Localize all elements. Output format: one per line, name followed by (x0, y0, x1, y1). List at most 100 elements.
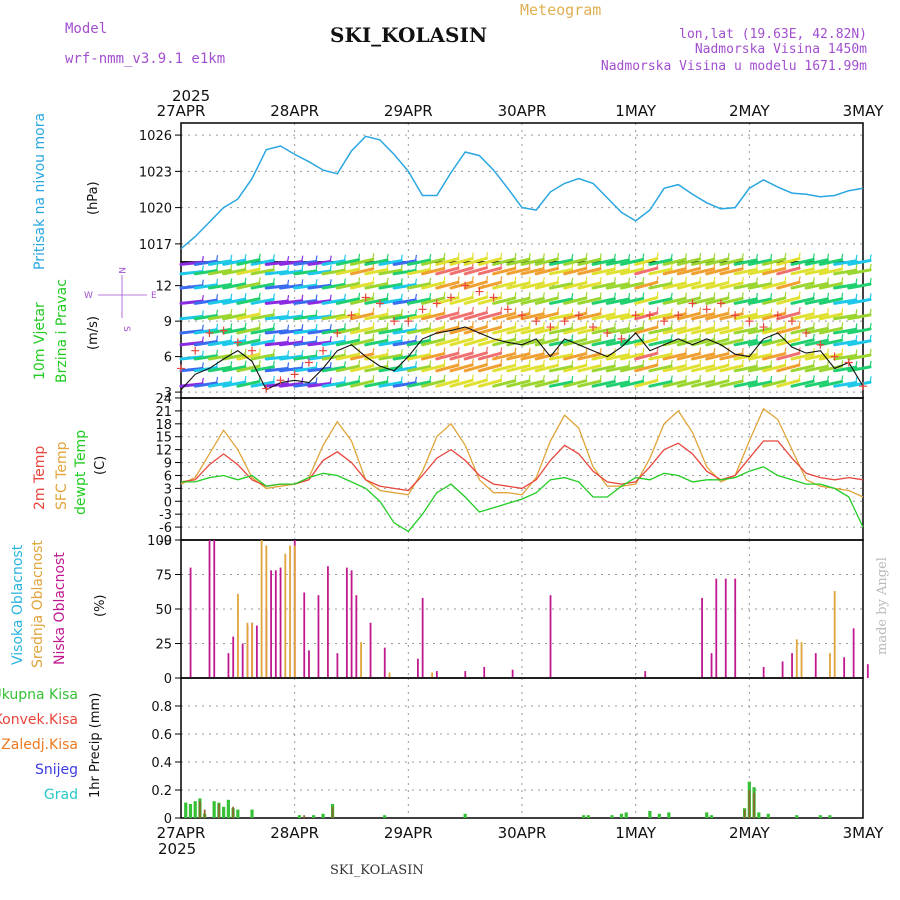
wind-barb (762, 296, 787, 305)
wind-barb (762, 363, 787, 373)
wind-barb (307, 366, 332, 373)
wind-barb-flag (656, 252, 659, 259)
wind-barb (193, 366, 219, 373)
wind-barb-flag (372, 276, 375, 284)
cloud-low-bar (255, 625, 258, 678)
cloud-low-bar (355, 595, 358, 678)
wind-barb-flag (244, 360, 247, 367)
wind-barb (534, 281, 560, 290)
wind-barb (477, 351, 503, 361)
precip-label-conv: Konvek.Kisa (0, 712, 78, 728)
wind-barb (591, 258, 616, 266)
wind-barb (847, 268, 872, 276)
wind-barb (847, 258, 872, 266)
wind-barb (733, 258, 758, 266)
cloud-tick-label: 100 (147, 534, 172, 549)
top-day-label: 29APR (384, 102, 433, 120)
wind-barb-flag (755, 360, 759, 367)
wind-barb (833, 339, 858, 347)
wind-barb (293, 354, 318, 361)
wind-barb (236, 338, 261, 347)
wind-barb-flag (429, 254, 432, 261)
wind-barb-flag (826, 263, 830, 270)
wind-barb-flag (286, 350, 290, 357)
wind-barb (307, 314, 332, 321)
wind-barb (634, 296, 659, 305)
wind-barb-flag (855, 361, 858, 368)
wind-barb (733, 380, 758, 388)
wind-barb (619, 364, 645, 373)
wind-barb-flag (500, 252, 503, 259)
wind-barb (563, 281, 588, 290)
gust-marker (802, 328, 811, 337)
wind-barb (691, 267, 716, 276)
precip-total-bar (667, 812, 671, 818)
wind-barb (435, 266, 460, 276)
wind-barb (534, 363, 560, 373)
wind-barb-flag (798, 374, 801, 381)
cloud-tick-label: 75 (155, 569, 172, 584)
wind-barb (236, 352, 261, 361)
wind-barb-flag (301, 309, 304, 317)
wind-barb-flag (471, 374, 474, 381)
wind-barb-flag (429, 322, 432, 329)
wind-barb-flag (528, 359, 531, 366)
wind-barb-flag (514, 333, 517, 340)
precip-tick-label: 0.6 (151, 728, 172, 743)
wind-barb (563, 311, 588, 321)
wind-barb (406, 297, 432, 305)
bottom-day-label: 1MAY (615, 824, 657, 842)
wind-barb (321, 353, 346, 361)
wind-barb (648, 326, 673, 335)
wind-barb-flag (358, 360, 361, 367)
wind-barb-flag (244, 254, 247, 261)
wind-barb-flag (627, 322, 631, 329)
cloud-low-bar (241, 643, 244, 678)
wind-barb (463, 351, 488, 361)
wind-barb (222, 258, 247, 266)
wind-barb (520, 379, 545, 388)
product-title: Meteogram (520, 1, 601, 19)
wind-barb (207, 339, 233, 347)
wind-barb (719, 281, 744, 290)
wind-barb-flag (500, 374, 503, 381)
wind-barb-flag (542, 307, 545, 314)
wind-barb (719, 379, 744, 388)
wind-barb-flag (443, 333, 446, 340)
wind-barb (762, 281, 787, 290)
wind-barb-flag (201, 350, 204, 357)
wind-barb (463, 280, 488, 290)
wind-barb-flag (414, 361, 418, 368)
wind-barb-flag (542, 253, 545, 260)
wind-barb-flag (656, 306, 659, 314)
wind-barb-flag (215, 376, 219, 384)
wind-barb-flag (272, 322, 275, 330)
bottom-day-labels: 27APR 28APR 29APR 30APR 1MAY 2MAY 3MAY (157, 824, 885, 842)
wind-barb-flag (684, 333, 687, 340)
wind-barb-flag (770, 322, 773, 329)
precip-frame (180, 677, 864, 819)
wind-barb (421, 379, 446, 388)
gust-marker (589, 323, 598, 332)
wind-barb (818, 297, 844, 305)
wind-barb-flag (244, 375, 247, 383)
wind-barb (520, 257, 545, 266)
wind-barb-flag (670, 360, 673, 367)
wind-barb (321, 313, 346, 321)
wind-barb-flag (826, 322, 830, 329)
wind-barb-flag (500, 306, 503, 314)
precip-tick-label: 0.4 (151, 756, 172, 771)
cloud-low-bar (336, 653, 339, 678)
wind-barb (776, 280, 801, 290)
pressure-panel: Pritisak na nivou mora (hPa) 1017 1020 102… (32, 113, 864, 270)
wind-barb (435, 311, 460, 321)
wind-barb-flag (215, 264, 219, 271)
wind-barb-flag (627, 308, 631, 315)
cloud-mid-bar (293, 545, 296, 678)
wind-barb (477, 257, 503, 266)
wind-barb-flag (528, 347, 531, 354)
wind-barb (705, 281, 730, 290)
wind-tick-label: 9 (164, 315, 172, 330)
wind-barb-flag (869, 263, 872, 271)
wind-barb (307, 381, 332, 388)
